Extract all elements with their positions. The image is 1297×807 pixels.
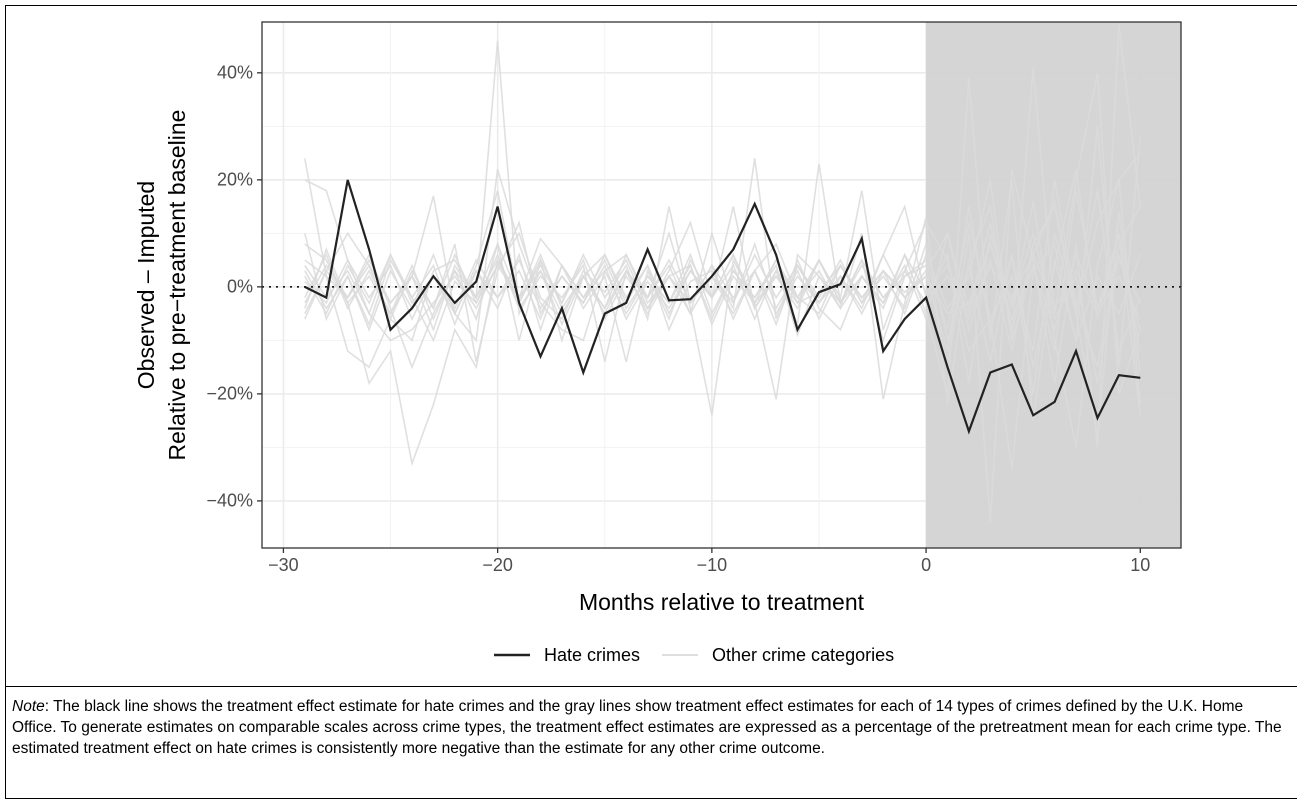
y-tick-label: 40%: [217, 63, 253, 83]
other-crime-line: [304, 24, 1142, 523]
other-crime-line: [304, 190, 1142, 355]
legend-label: Hate crimes: [544, 645, 640, 665]
other-crime-line: [304, 230, 1142, 384]
y-axis-title: Observed – Imputed: [133, 181, 159, 389]
x-tick-label: −30: [268, 555, 299, 575]
other-crime-line: [304, 206, 1142, 437]
x-tick-label: 10: [1130, 555, 1150, 575]
x-tick-label: 0: [921, 555, 931, 575]
y-axis-title: Relative to pre−treatment baseline: [164, 110, 190, 461]
y-tick-label: −20%: [206, 384, 253, 404]
note-label: Note: [12, 698, 45, 715]
y-tick-label: −40%: [206, 491, 253, 511]
divider: [5, 686, 1297, 687]
x-tick-label: −20: [482, 555, 513, 575]
hate-crimes-line: [304, 179, 1141, 435]
y-tick-label: 0%: [227, 277, 253, 297]
other-crime-line: [304, 179, 1142, 448]
other-crime-line: [304, 179, 1142, 352]
y-tick-label: 20%: [217, 170, 253, 190]
note: Note: The black line shows the treatment…: [12, 696, 1287, 759]
note-text: : The black line shows the treatment eff…: [12, 698, 1282, 757]
plot-border: [261, 21, 1182, 549]
x-axis-title: Months relative to treatment: [579, 589, 865, 615]
chart: −40% −20% 0% 20% 40% −30 −20 −10 0 10 Months relat…: [133, 21, 1182, 665]
legend-label: Other crime categories: [712, 645, 894, 665]
x-tick-label: −10: [697, 555, 728, 575]
frame: [5, 5, 1297, 799]
treatment-shade: [926, 22, 1181, 548]
